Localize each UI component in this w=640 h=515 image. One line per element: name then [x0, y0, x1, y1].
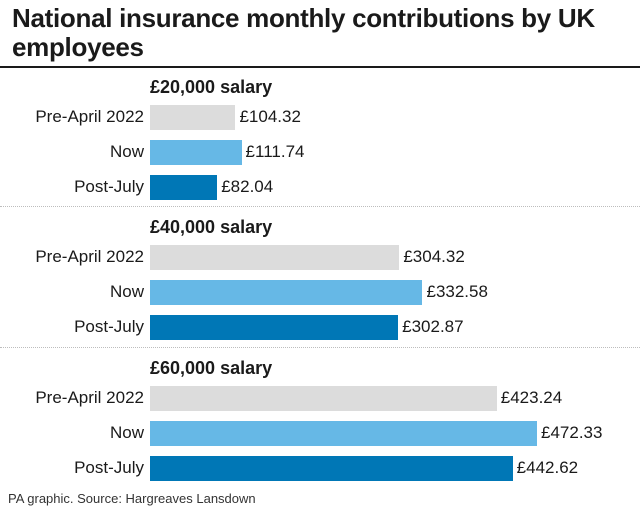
category-label: Post-July: [74, 458, 144, 477]
category-label: Now: [109, 142, 144, 161]
group-title: £60,000 salary: [150, 358, 273, 378]
value-label: £104.32: [239, 107, 301, 126]
group-title: £40,000 salary: [150, 217, 273, 237]
bar: [150, 140, 242, 165]
category-label: Now: [109, 282, 144, 301]
category-label: Now: [109, 423, 144, 442]
bar: [150, 456, 513, 481]
value-label: £442.62: [516, 458, 579, 477]
bar: [150, 315, 399, 340]
value-label: £302.87: [402, 317, 464, 336]
value-label: £332.58: [426, 282, 488, 301]
bar: [150, 245, 400, 270]
category-label: Pre-April 2022: [35, 388, 144, 407]
bar: [150, 105, 236, 130]
value-label: £111.74: [245, 142, 305, 161]
bar: [150, 175, 218, 200]
group-separator: [0, 206, 640, 207]
bar: [150, 280, 423, 305]
value-label: £82.04: [221, 177, 274, 196]
category-label: Pre-April 2022: [35, 107, 144, 126]
bar: [150, 386, 497, 411]
group-separator: [0, 347, 640, 348]
source-note: PA graphic. Source: Hargreaves Lansdown: [8, 491, 256, 506]
category-label: Post-July: [74, 317, 144, 336]
category-label: Post-July: [74, 177, 144, 196]
value-label: £304.32: [403, 247, 465, 266]
bar: [150, 421, 537, 446]
value-label: £472.33: [541, 423, 603, 442]
category-label: Pre-April 2022: [35, 247, 144, 266]
value-label: £423.24: [500, 388, 563, 407]
chart-title: National insurance monthly contributions…: [12, 3, 595, 62]
group-title: £20,000 salary: [150, 77, 273, 97]
title-rule: [0, 66, 640, 68]
